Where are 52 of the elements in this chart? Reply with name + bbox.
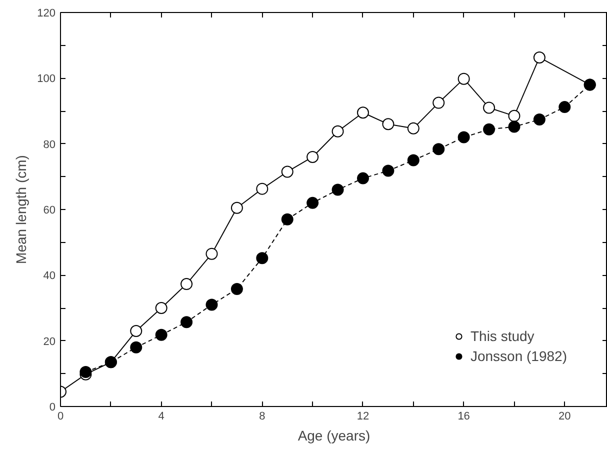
point bbox=[155, 328, 168, 341]
x-tick-label: 8 bbox=[259, 410, 266, 422]
point bbox=[332, 125, 344, 138]
point bbox=[483, 123, 496, 136]
point bbox=[508, 110, 520, 122]
point bbox=[180, 278, 193, 290]
point bbox=[407, 122, 420, 134]
point bbox=[533, 114, 546, 126]
x-tick-label: 12 bbox=[356, 410, 370, 422]
x-tick-label: 16 bbox=[458, 410, 470, 422]
point bbox=[230, 202, 243, 214]
point bbox=[356, 106, 369, 119]
y-axis-title: Mean length (cm) bbox=[13, 155, 30, 264]
point bbox=[356, 172, 369, 184]
x-tick-label: 0 bbox=[57, 410, 64, 422]
y-tick-label: 40 bbox=[43, 270, 56, 282]
point bbox=[130, 324, 142, 337]
point bbox=[533, 51, 546, 64]
point bbox=[458, 72, 470, 85]
y-tick-label: 60 bbox=[43, 204, 56, 216]
point bbox=[407, 154, 420, 166]
point bbox=[332, 184, 344, 196]
y-tick-label: 0 bbox=[49, 402, 56, 414]
legend-label: This study bbox=[470, 328, 534, 344]
point bbox=[230, 282, 243, 295]
point bbox=[180, 316, 193, 328]
point bbox=[458, 131, 470, 144]
point bbox=[281, 166, 294, 178]
point bbox=[483, 102, 496, 114]
point bbox=[155, 302, 168, 314]
x-tick-label: 20 bbox=[558, 410, 571, 422]
y-tick-label: 100 bbox=[37, 73, 56, 86]
point bbox=[130, 341, 142, 354]
point bbox=[206, 298, 218, 311]
y-tick-label: 20 bbox=[43, 336, 56, 348]
point bbox=[206, 248, 218, 260]
point bbox=[306, 196, 319, 209]
x-axis-title: Age (years) bbox=[298, 428, 370, 444]
point bbox=[382, 164, 394, 177]
y-tick-label: 120 bbox=[37, 8, 56, 20]
point bbox=[432, 96, 445, 109]
y-tick-label: 80 bbox=[43, 138, 56, 151]
point bbox=[256, 252, 268, 264]
point bbox=[432, 143, 445, 156]
point bbox=[382, 118, 394, 130]
point bbox=[281, 213, 294, 226]
legend-label: Jonsson (1982) bbox=[470, 348, 567, 364]
point bbox=[508, 120, 520, 133]
point bbox=[256, 182, 268, 195]
x-tick-label: 4 bbox=[158, 410, 164, 422]
point bbox=[558, 101, 571, 114]
point bbox=[306, 150, 319, 163]
